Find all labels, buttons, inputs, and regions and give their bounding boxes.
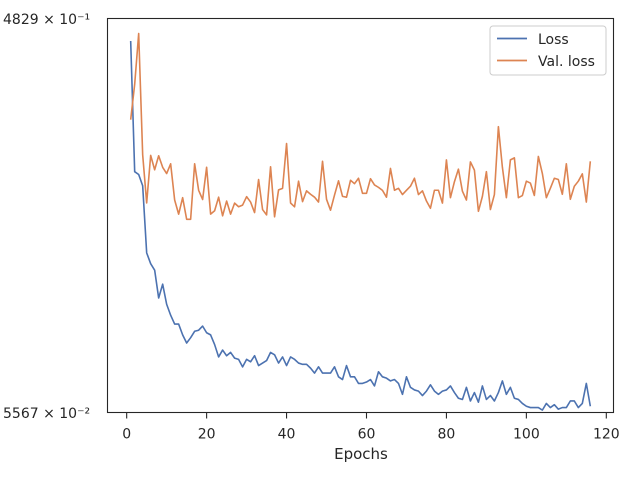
x-tick-label: 60 <box>358 427 376 443</box>
legend: Loss Val. loss <box>489 25 607 76</box>
x-tick-label: 40 <box>278 427 296 443</box>
series-line-val-loss <box>129 32 592 221</box>
y-tick-label-top: 4829 × 10⁻¹ <box>3 12 90 28</box>
plot-frame <box>106 17 615 414</box>
x-tick-label: 80 <box>438 427 456 443</box>
y-tick-label-bottom: 5567 × 10⁻² <box>3 406 90 422</box>
series-line-loss <box>129 40 592 411</box>
legend-label-val-loss: Val. loss <box>538 54 595 70</box>
x-axis-label: Epochs <box>334 445 388 463</box>
x-tick-label: 20 <box>198 427 216 443</box>
legend-label-loss: Loss <box>538 32 569 48</box>
series-layer <box>129 32 592 411</box>
x-axis: 0 20 40 60 80 100 120 <box>122 412 620 443</box>
x-tick-label: 100 <box>513 427 540 443</box>
x-tick-label: 0 <box>122 427 131 443</box>
x-tick-label: 120 <box>593 427 620 443</box>
